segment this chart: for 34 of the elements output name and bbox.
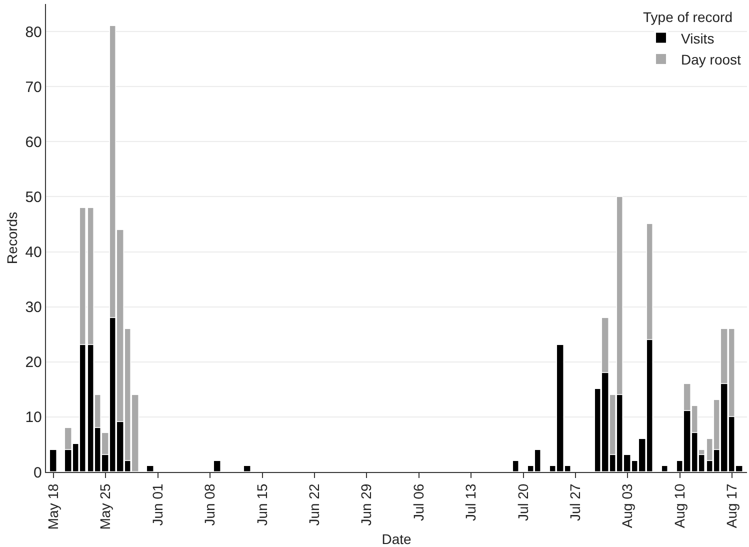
y-tick-label: 20 xyxy=(25,354,42,372)
y-tick-label: 70 xyxy=(25,78,42,96)
x-tick-label: Jul 06 xyxy=(410,483,426,522)
x-tick-label: Jun 08 xyxy=(202,484,218,526)
legend-title: Type of record xyxy=(643,9,732,26)
x-tick-label: Jun 29 xyxy=(358,484,374,526)
bar xyxy=(213,460,221,472)
bar xyxy=(49,449,57,472)
y-tick-label: 0 xyxy=(34,464,42,482)
x-axis-title: Date xyxy=(382,531,412,547)
x-tick-label: Aug 17 xyxy=(724,483,740,528)
bar xyxy=(661,465,668,472)
y-tick-label: 50 xyxy=(25,188,42,206)
bar xyxy=(146,465,154,472)
x-tick-label: Jun 15 xyxy=(254,484,270,526)
bar xyxy=(512,460,519,472)
x-tick-label: Jul 13 xyxy=(462,483,479,522)
x-tick-label: Aug 10 xyxy=(671,483,688,528)
x-tick-label: Aug 03 xyxy=(619,483,636,528)
x-tick-label: May 18 xyxy=(45,484,62,530)
bar xyxy=(243,465,251,472)
y-tick-label: 10 xyxy=(25,409,42,426)
x-tick-label: Jun 22 xyxy=(306,484,322,526)
y-tick-label: 80 xyxy=(25,24,42,41)
y-axis-title: Records xyxy=(4,212,20,264)
legend-label: Day roost xyxy=(681,51,742,68)
x-tick-label: Jul 27 xyxy=(567,483,584,522)
x-tick-label: May 25 xyxy=(97,484,114,530)
y-tick-label: 30 xyxy=(25,299,42,316)
x-tick-label: Jun 01 xyxy=(149,484,166,526)
y-tick-label: 40 xyxy=(25,244,42,262)
x-tick-label: Jul 20 xyxy=(514,483,531,522)
y-tick-label: 60 xyxy=(25,134,42,151)
legend-label: Visits xyxy=(681,30,714,46)
